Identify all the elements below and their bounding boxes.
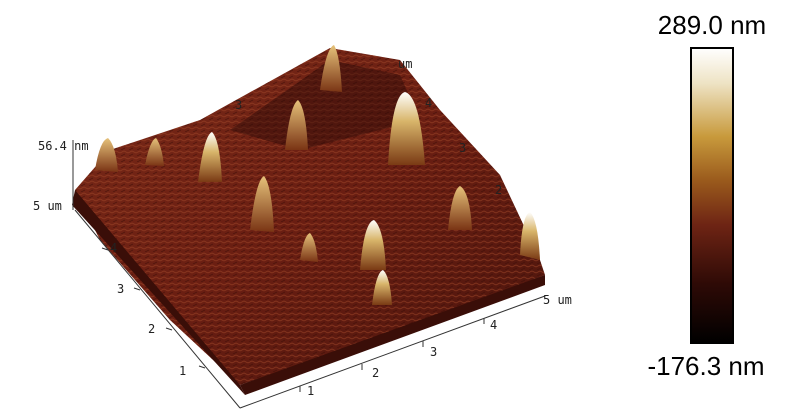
z-label: 56.4 nm [38,139,89,153]
tick-label: 5 um [33,199,62,213]
tick-label: 4 [425,96,432,110]
tick-label: 1 [179,364,186,378]
tick-label: 4 [490,318,497,332]
tick-label: 2 [372,366,379,380]
tick-label: 2 [148,322,155,336]
tick-label: 1 [307,384,314,398]
tick-label: 3 [235,98,242,112]
tick-label: 4 [110,241,117,255]
tick-label: um [398,57,412,71]
tick-label: 3 [117,282,124,296]
surface [72,48,545,395]
afm-view: 56.4 nm 5 um 4 3 2 1 1 2 3 4 5 um um 3 4… [0,0,791,415]
tick-label: 2 [495,183,502,197]
scale-max: 289.0 nm [658,10,766,40]
scale-min: -176.3 nm [647,351,764,381]
tick-label: 3 [459,141,466,155]
tick-label: 3 [430,345,437,359]
tick-label: 5 um [543,293,572,307]
color-bar [691,48,733,343]
color-scale: 289.0 nm -176.3 nm [647,10,766,381]
